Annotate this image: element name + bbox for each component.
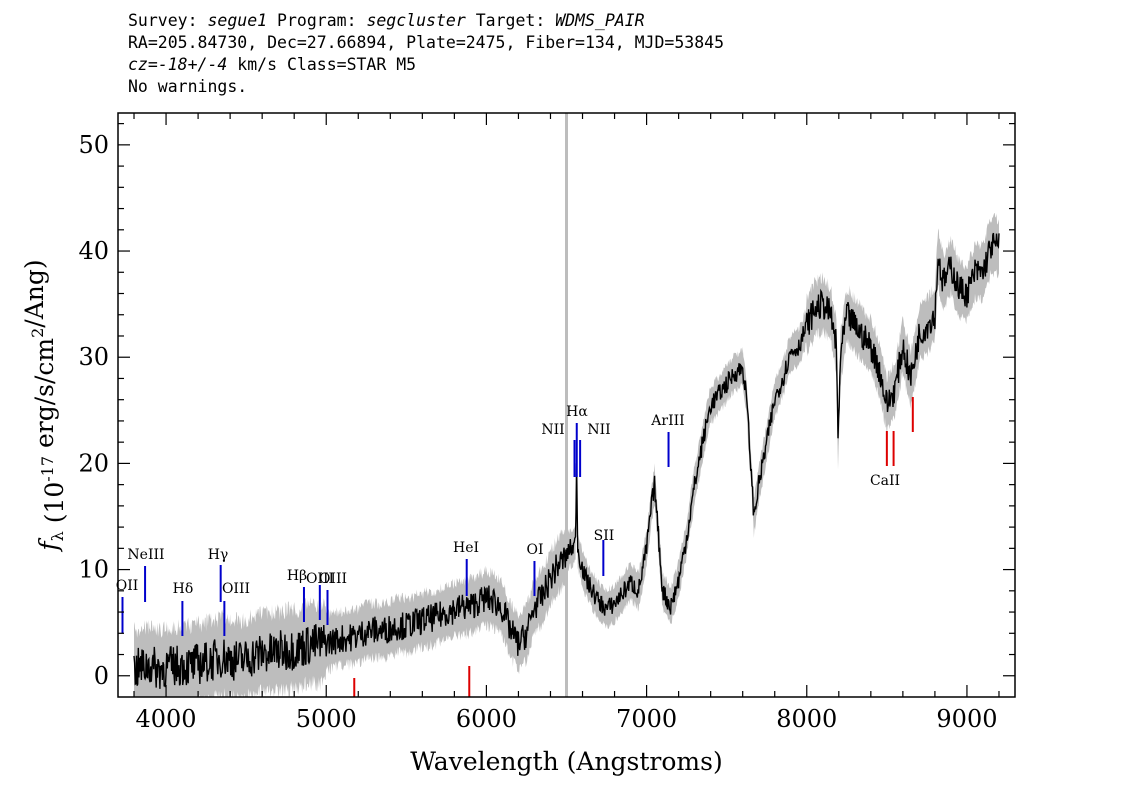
line-label-6: HeI (453, 540, 479, 556)
x-axis-label: Wavelength (Angstroms) (410, 747, 722, 776)
header-line-redshift: cz=-18+/-4 km/s Class=STAR M5 (128, 54, 724, 76)
header-line-survey: Survey: segue1 Program: segcluster Targe… (128, 10, 724, 32)
cz-value: -18+/-4 (157, 55, 228, 74)
line-label-0: Hα (566, 404, 588, 420)
x-tick-label-6000: 6000 (456, 705, 517, 733)
target-value: WDMS_PAIR (555, 11, 645, 30)
header-line-warnings: No warnings. (128, 77, 248, 96)
y-tick-label-50: 50 (78, 131, 109, 159)
line-label-3: ArIII (650, 413, 684, 429)
program-label: Program: (267, 11, 367, 30)
flux-line (133, 232, 1000, 689)
y-axis-label: fλ (10-17 erg/s/cm2/Ang) (20, 259, 69, 552)
survey-value: segue1 (207, 11, 268, 30)
line-label-12: Hδ (173, 581, 194, 597)
class-text: km/s Class=STAR M5 (227, 55, 417, 74)
line-label-5: OI (526, 542, 543, 558)
line-label-15: CaII (870, 473, 900, 489)
line-label-9: OIII (319, 571, 347, 587)
axis-ticks: 4000 5000 6000 7000 8000 9000 0 10 20 30 40 50 (78, 113, 1015, 733)
plot-frame (117, 112, 1016, 698)
header-line-coords: RA=205.84730, Dec=27.66894, Plate=2475, … (128, 33, 725, 52)
line-label-13: NeIII (127, 547, 164, 563)
cz-label: cz= (128, 55, 158, 74)
spectrum-header: Survey: segue1 Program: segcluster Targe… (128, 10, 724, 98)
line-label-14: OII (116, 578, 139, 594)
y-tick-label-30: 30 (78, 343, 109, 371)
y-tick-label-0: 0 (94, 662, 109, 690)
y-tick-label-20: 20 (78, 449, 109, 477)
line-label-4: SII (594, 528, 615, 544)
x-tick-label-4000: 4000 (136, 705, 197, 733)
survey-label: Survey: (128, 11, 208, 30)
x-tick-label-8000: 8000 (776, 705, 837, 733)
y-tick-label-40: 40 (78, 237, 109, 265)
x-tick-label-7000: 7000 (616, 705, 677, 733)
program-value: segcluster (366, 11, 466, 30)
line-label-7: Hβ (287, 568, 307, 584)
line-label-8: OIII (306, 571, 334, 587)
y-tick-label-10: 10 (78, 556, 109, 584)
x-tick-label-9000: 9000 (936, 705, 997, 733)
flux-error-band (134, 213, 999, 697)
line-label-2: NII (587, 422, 610, 438)
line-label-11: OIII (222, 581, 250, 597)
line-label-10: Hγ (208, 547, 229, 563)
x-tick-label-5000: 5000 (296, 705, 357, 733)
target-label: Target: (465, 11, 556, 30)
line-label-1: NII (541, 422, 564, 438)
